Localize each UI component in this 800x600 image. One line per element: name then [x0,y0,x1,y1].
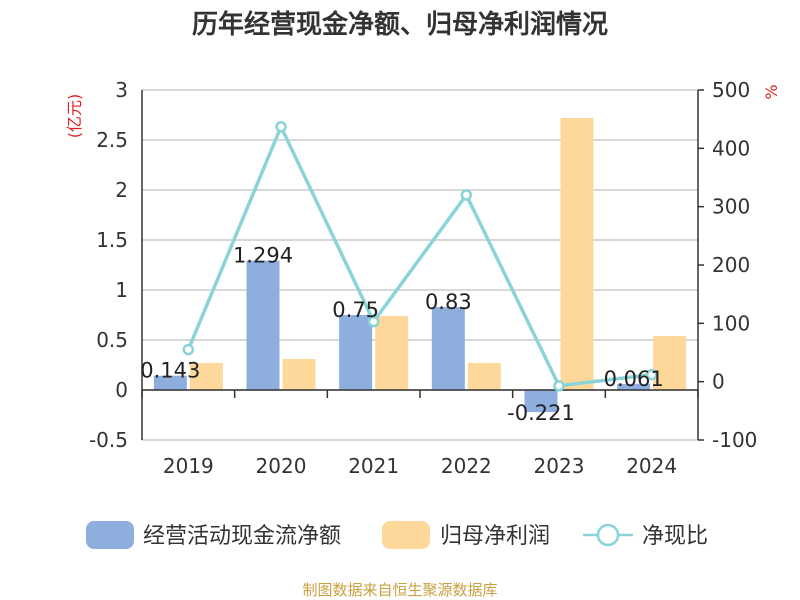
cashflow-data-label: 0.75 [332,298,379,322]
cashflow-bar [153,375,187,390]
cashflow-bar [339,315,373,390]
right-tick-label: 0 [712,370,725,394]
cashflow-data-label: 1.294 [233,244,293,268]
legend: 经营活动现金流净额 归母净利润 净现比 [86,521,708,549]
right-tick-label: 500 [712,78,750,102]
left-tick-label: 2.5 [96,128,128,152]
profit-bar [189,363,223,390]
legend-label-cashflow: 经营活动现金流净额 [143,524,341,549]
ratio-line [182,121,658,392]
right-tick-label: 100 [712,311,750,335]
left-tick-label: 2 [115,178,128,202]
profit-bar [560,118,594,390]
data-labels: 0.143 1.294 0.75 0.83 -0.221 0.061 [140,244,663,426]
right-tick-label: 400 [712,136,750,160]
left-axis-unit: (亿元) [65,94,84,139]
legend-marker-ratio [596,523,620,547]
ratio-polyline [186,125,652,388]
cashflow-bar [431,307,465,390]
ratio-point [182,343,195,356]
ratio-point [460,189,473,201]
right-axis-unit: % [762,84,781,99]
bars [153,118,687,413]
profit-bar [282,359,316,390]
legend-swatch-cashflow [86,521,134,549]
source-note: 制图数据来自恒生聚源数据库 [302,581,497,599]
cashflow-bar [246,260,280,390]
cashflow-data-label: 0.143 [140,359,200,383]
category-label: 2019 [163,454,214,478]
right-tick-label: 200 [712,253,750,277]
left-tick-label: 0.5 [96,328,128,352]
ratio-point [367,315,380,328]
chart-title: 历年经营现金净额、归母净利润情况 [192,9,608,40]
ratio-point [645,368,658,381]
legend-label-profit: 归母净利润 [440,524,550,549]
legend-label-ratio: 净现比 [642,524,708,549]
cashflow-bar [524,390,558,413]
cashflow-data-label: -0.221 [507,401,575,425]
category-label: 2020 [256,454,307,478]
category-label: 2021 [348,454,399,478]
profit-bar [467,363,501,390]
category-label: 2022 [441,454,492,478]
profit-bar [375,316,409,390]
category-label: 2023 [534,454,585,478]
category-label: 2024 [626,454,677,478]
legend-swatch-profit [382,521,430,549]
ratio-point [275,121,287,133]
profit-bar [653,336,687,390]
left-tick-label: 3 [115,78,128,102]
cashflow-data-label: 0.061 [604,367,664,391]
right-tick-label: 300 [712,195,750,219]
cashflow-data-label: 0.83 [425,290,472,314]
ratio-point [553,380,565,392]
left-tick-label: -0.5 [89,428,128,452]
left-tick-label: 0 [115,378,128,402]
right-tick-label: -100 [712,428,757,452]
left-tick-label: 1.5 [96,228,128,252]
cashflow-bar [617,383,651,390]
left-tick-label: 1 [115,278,128,302]
axes: 3 2.5 2 1.5 1 0.5 0 -0.5 500 400 300 200 100 0 -100 201… [89,78,757,478]
